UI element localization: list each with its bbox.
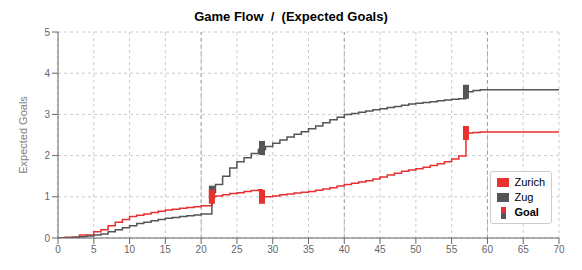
html-text:Zurich: Zurich (514, 176, 545, 188)
svg-text:0: 0 (55, 244, 61, 255)
svg-text:70: 70 (553, 244, 565, 255)
svg-text:2: 2 (44, 150, 50, 161)
svg-text:5: 5 (44, 27, 50, 38)
svg-text:Expected Goals: Expected Goals (17, 96, 29, 174)
svg-text:10: 10 (124, 244, 136, 255)
svg-text:5: 5 (91, 244, 97, 255)
html-text:Game Flow / (Expected Goals): Game Flow / (Expected Goals) (194, 9, 388, 24)
svg-text:20: 20 (196, 244, 208, 255)
svg-text:45: 45 (375, 244, 387, 255)
svg-text:0: 0 (44, 233, 50, 244)
svg-text:50: 50 (410, 244, 422, 255)
svg-text:25: 25 (231, 244, 243, 255)
html-text:Goal: Goal (514, 206, 539, 218)
svg-text:55: 55 (446, 244, 458, 255)
html-text:Zug: Zug (514, 191, 534, 203)
svg-text:15: 15 (160, 244, 172, 255)
svg-text:60: 60 (482, 244, 494, 255)
svg-text:65: 65 (518, 244, 530, 255)
svg-text:35: 35 (303, 244, 315, 255)
svg-text:40: 40 (339, 244, 351, 255)
svg-text:3: 3 (44, 109, 50, 120)
svg-text:30: 30 (267, 244, 279, 255)
svg-text:4: 4 (44, 68, 50, 79)
svg-text:1: 1 (44, 191, 50, 202)
